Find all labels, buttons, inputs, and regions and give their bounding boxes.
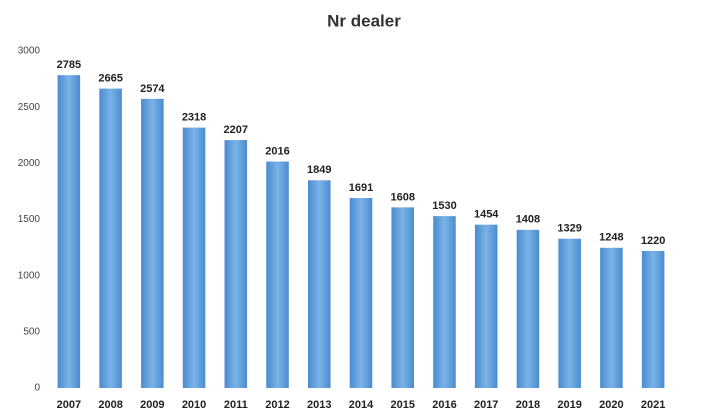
x-tick-label: 2010 — [182, 399, 206, 411]
chart-title: Nr dealer — [327, 11, 401, 30]
x-tick-label: 2018 — [516, 399, 540, 411]
x-tick-label: 2015 — [390, 399, 414, 411]
bar — [600, 247, 623, 388]
bar — [391, 207, 415, 388]
data-label: 1849 — [307, 164, 331, 176]
x-tick-label: 2019 — [557, 399, 581, 411]
x-tick-label: 2016 — [432, 399, 456, 411]
bar — [99, 88, 122, 389]
x-tick-label: 2017 — [474, 399, 498, 411]
y-tick-label: 1000 — [18, 270, 41, 281]
bar — [307, 180, 331, 388]
y-tick-label: 500 — [23, 326, 40, 337]
y-tick-label: 1500 — [18, 214, 41, 225]
x-tick-label: 2007 — [57, 399, 81, 411]
data-label: 2016 — [265, 145, 289, 157]
bar — [266, 161, 289, 388]
data-label: 1220 — [641, 235, 665, 247]
data-label: 2665 — [98, 73, 122, 85]
x-tick-label: 2020 — [599, 399, 623, 411]
x-tick-label: 2013 — [307, 399, 331, 411]
data-label: 2318 — [182, 112, 206, 124]
data-label: 1691 — [349, 182, 373, 194]
x-tick-label: 2014 — [349, 399, 374, 411]
bar — [516, 229, 540, 388]
x-tick-label: 2012 — [265, 399, 289, 411]
data-label: 2785 — [57, 59, 81, 71]
data-label: 1248 — [599, 232, 623, 244]
data-label: 2574 — [140, 83, 165, 95]
bar — [474, 224, 498, 388]
bar — [349, 198, 373, 388]
bar — [141, 98, 164, 388]
data-label: 1530 — [432, 200, 456, 212]
bar — [224, 140, 248, 388]
x-tick-label: 2008 — [98, 399, 122, 411]
y-tick-label: 2500 — [18, 102, 41, 113]
data-label: 2207 — [224, 124, 248, 136]
x-tick-label: 2009 — [140, 399, 164, 411]
y-tick-label: 0 — [34, 383, 40, 394]
y-tick-label: 3000 — [18, 46, 41, 57]
data-label: 1454 — [474, 209, 499, 221]
bar — [433, 216, 456, 388]
y-tick-label: 2000 — [18, 158, 41, 169]
data-label: 1408 — [516, 214, 540, 226]
bar — [182, 127, 206, 389]
x-tick-label: 2021 — [641, 399, 665, 411]
bar — [641, 250, 665, 388]
data-label: 1608 — [390, 191, 414, 203]
bar — [57, 75, 81, 388]
x-tick-label: 2011 — [224, 399, 248, 411]
bar — [558, 238, 581, 388]
data-label: 1329 — [557, 223, 581, 235]
